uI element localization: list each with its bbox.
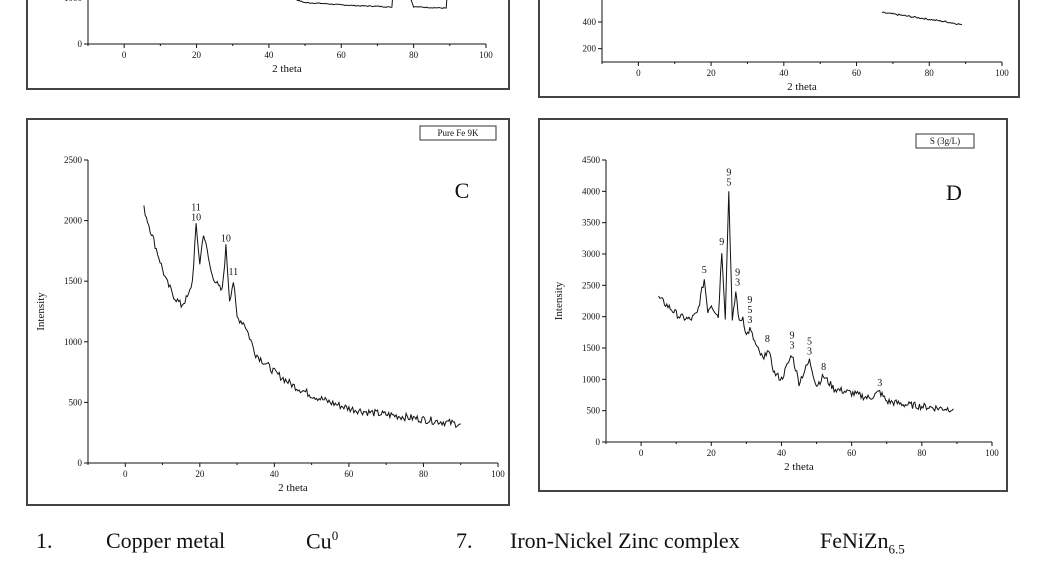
x-tick-label: 60 (847, 448, 857, 458)
x-axis-label: 2 theta (787, 81, 817, 93)
x-tick-label: 0 (636, 68, 641, 78)
x-tick-label: 60 (852, 68, 862, 78)
peak-label: 8 (821, 362, 826, 373)
legend-row-1: 1. Copper metal Cu0 7. Iron-Nickel Zinc … (0, 528, 1038, 558)
y-tick-label: 4000 (582, 186, 601, 196)
legend-formula-1: Cu0 (306, 528, 339, 554)
legend-text: Pure Fe 9K (438, 128, 479, 138)
y-tick-label: 1000 (64, 0, 83, 3)
peak-label: 3 (807, 347, 812, 358)
y-tick-label: 3000 (582, 249, 601, 259)
panel-a: 020406080100010002 theta (26, 0, 510, 90)
x-tick-label: 40 (264, 50, 274, 60)
series-line (296, 0, 448, 9)
x-tick-label: 100 (995, 68, 1009, 78)
chart-b: 0 20 40 60 80 100 200 400 2 theta (583, 0, 1009, 93)
x-axis-label: 2 theta (278, 482, 308, 494)
panel-letter: C (455, 178, 470, 203)
y-tick-label: 1500 (582, 343, 601, 353)
peak-label: 9 (735, 268, 740, 279)
panel-c: 0 20 40 60 80 100 0 500 1000 1500 2000 2500 2 theta I… (26, 118, 510, 506)
chart-a: 020406080100010002 theta (64, 0, 493, 75)
legend-name-7: Iron-Nickel Zinc complex (510, 528, 740, 553)
x-tick-label: 20 (707, 448, 717, 458)
peak-label: 10 (191, 213, 201, 224)
x-tick-label: 0 (122, 50, 127, 60)
peak-label: 5 (726, 177, 731, 188)
panel-d: 0 20 40 60 80 100 0 500 1000 1500 2000 2500 3000 3500… (538, 118, 1008, 492)
peak-label: 9 (719, 237, 724, 248)
y-tick-label: 400 (583, 17, 597, 27)
peak-label: 10 (221, 233, 231, 244)
x-tick-label: 60 (344, 469, 354, 479)
peak-label: 9 (747, 295, 752, 306)
legend-num-7: 7. (456, 528, 473, 553)
y-tick-label: 0 (78, 458, 83, 468)
y-tick-label: 2000 (582, 312, 601, 322)
peak-label: 5 (747, 305, 752, 316)
x-tick-label: 100 (985, 448, 999, 458)
peak-label: 5 (702, 265, 707, 276)
y-tick-label: 200 (583, 44, 597, 54)
x-tick-label: 80 (925, 68, 935, 78)
x-tick-label: 60 (337, 50, 347, 60)
y-tick-label: 4500 (582, 155, 601, 165)
peak-label: 11 (191, 203, 201, 214)
x-axis-label: 2 theta (272, 63, 302, 75)
x-axis-label: 2 theta (784, 461, 814, 473)
peak-label: 11 (229, 267, 239, 278)
x-tick-label: 40 (779, 68, 789, 78)
y-tick-label: 1000 (582, 374, 601, 384)
series-line (143, 205, 461, 428)
y-axis-label: Intensity (553, 281, 565, 320)
peak-label: 8 (765, 334, 770, 345)
legend-box (915, 133, 975, 149)
x-tick-label: 80 (419, 469, 429, 479)
x-tick-label: 40 (270, 469, 280, 479)
legend-formula-7: FeNiZn6.5 (820, 528, 905, 557)
peak-label: 3 (747, 315, 752, 326)
y-tick-label: 1000 (64, 337, 83, 347)
panel-letter: D (946, 180, 962, 205)
chart-d: 0 20 40 60 80 1000500100015002000250030003500… (553, 133, 999, 473)
x-tick-label: 0 (123, 469, 128, 479)
x-tick-label: 100 (491, 469, 505, 479)
y-tick-label: 0 (78, 39, 83, 49)
series-line (658, 191, 954, 413)
peak-label: 9 (726, 167, 731, 178)
y-tick-label: 500 (69, 397, 83, 407)
series-line (881, 11, 963, 26)
y-tick-label: 500 (587, 406, 601, 416)
peak-label: 3 (877, 378, 882, 389)
x-tick-label: 80 (917, 448, 927, 458)
peak-label: 3 (789, 340, 794, 351)
x-tick-label: 80 (409, 50, 419, 60)
x-tick-label: 0 (639, 448, 644, 458)
y-tick-label: 0 (596, 437, 601, 447)
legend-name-1: Copper metal (106, 528, 226, 553)
y-tick-label: 2500 (582, 280, 601, 290)
legend-box (419, 125, 497, 141)
peak-label: 3 (735, 278, 740, 289)
x-tick-label: 20 (707, 68, 717, 78)
legend-text: S (3g/L) (930, 136, 960, 146)
y-tick-label: 1500 (64, 276, 83, 286)
y-tick-label: 2000 (64, 216, 83, 226)
x-tick-label: 20 (195, 469, 205, 479)
peak-label: 9 (789, 330, 794, 341)
panel-b: 0 20 40 60 80 100 200 400 2 theta (538, 0, 1020, 98)
y-axis-label: Intensity (35, 292, 47, 331)
y-tick-label: 2500 (64, 155, 83, 165)
peak-label: 5 (807, 337, 812, 348)
x-tick-label: 100 (479, 50, 493, 60)
y-tick-label: 3500 (582, 218, 601, 228)
x-tick-label: 20 (192, 50, 202, 60)
legend-num-1: 1. (36, 528, 53, 553)
x-tick-label: 40 (777, 448, 787, 458)
